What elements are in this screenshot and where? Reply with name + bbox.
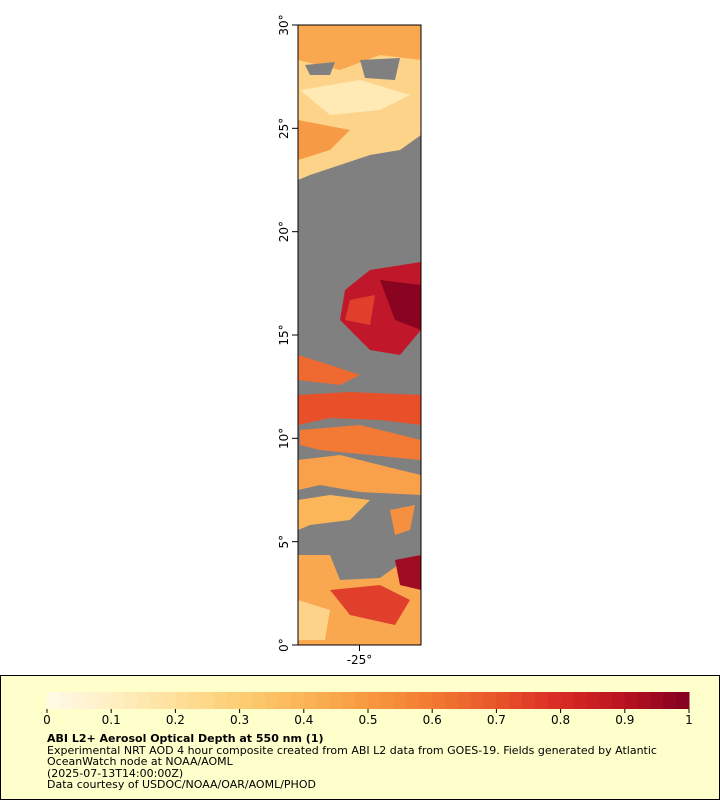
y-tick-label: 25° bbox=[277, 118, 291, 139]
colorbar-tick-label: 1 bbox=[685, 713, 693, 727]
colorbar-step bbox=[483, 692, 497, 709]
colorbar-step bbox=[72, 692, 87, 709]
colorbar-step bbox=[432, 692, 446, 709]
y-tick-label: 15° bbox=[277, 324, 291, 345]
colorbar-step bbox=[393, 692, 408, 709]
colorbar-step bbox=[316, 692, 330, 709]
colorbar-step bbox=[175, 692, 189, 709]
colorbar-step bbox=[496, 692, 510, 709]
colorbar-step bbox=[201, 692, 215, 709]
colorbar-step bbox=[329, 692, 343, 709]
colorbar-step bbox=[522, 692, 536, 709]
colorbar-step bbox=[547, 692, 562, 709]
y-tick-label: 30° bbox=[277, 14, 291, 35]
colorbar-step bbox=[637, 692, 651, 709]
colorbar-step bbox=[98, 692, 112, 709]
colorbar-step bbox=[47, 692, 61, 709]
colorbar-step bbox=[124, 692, 138, 709]
colorbar-step bbox=[368, 692, 382, 709]
colorbar-step bbox=[380, 692, 395, 709]
colorbar-step bbox=[650, 692, 664, 709]
colorbar-step bbox=[676, 692, 690, 709]
colorbar-step bbox=[509, 692, 523, 709]
colorbar-tick-label: 0.1 bbox=[102, 713, 121, 727]
colorbar-step bbox=[342, 692, 356, 709]
colorbar-step bbox=[586, 692, 600, 709]
colorbar-step bbox=[252, 692, 266, 709]
colorbar-step bbox=[278, 692, 292, 709]
colorbar-step bbox=[445, 692, 459, 709]
colorbar-step bbox=[406, 692, 420, 709]
colorbar-step bbox=[226, 692, 241, 709]
colorbar-step bbox=[162, 692, 176, 709]
colorbar-step bbox=[624, 692, 639, 709]
y-tick-label: 20° bbox=[277, 221, 291, 242]
colorbar-step bbox=[149, 692, 164, 709]
colorbar-tick-label: 0.4 bbox=[294, 713, 313, 727]
y-tick-label: 5° bbox=[277, 535, 291, 549]
colorbar-step bbox=[136, 692, 151, 709]
colorbar-step bbox=[188, 692, 202, 709]
colorbar-step bbox=[213, 692, 228, 709]
colorbar-step bbox=[470, 692, 485, 709]
colorbar-step bbox=[355, 692, 369, 709]
colorbar-tick-label: 0.8 bbox=[551, 713, 570, 727]
caption-line: OceanWatch node at NOAA/AOML bbox=[47, 755, 234, 768]
colorbar-step bbox=[85, 692, 99, 709]
colorbar-tick-label: 0.7 bbox=[487, 713, 506, 727]
colorbar-step bbox=[419, 692, 433, 709]
colorbar-step bbox=[457, 692, 472, 709]
map-field bbox=[298, 25, 421, 645]
colorbar-step bbox=[239, 692, 253, 709]
x-tick-label: -25° bbox=[347, 653, 373, 667]
colorbar-tick-label: 0 bbox=[43, 713, 51, 727]
colorbar-tick-label: 0.9 bbox=[615, 713, 634, 727]
caption-line: Data courtesy of USDOC/NOAA/OAR/AOML/PHO… bbox=[47, 778, 316, 791]
y-tick-label: 0° bbox=[277, 638, 291, 652]
legend-title: ABI L2+ Aerosol Optical Depth at 550 nm … bbox=[47, 732, 324, 745]
caption-line: Experimental NRT AOD 4 hour composite cr… bbox=[47, 744, 657, 757]
colorbar-tick-label: 0.3 bbox=[230, 713, 249, 727]
colorbar-step bbox=[59, 692, 74, 709]
colorbar-step bbox=[290, 692, 305, 709]
y-tick-label: 10° bbox=[277, 428, 291, 449]
colorbar-step bbox=[534, 692, 549, 709]
colorbar-step bbox=[560, 692, 574, 709]
colorbar-tick-label: 0.2 bbox=[166, 713, 185, 727]
colorbar-step bbox=[573, 692, 587, 709]
colorbar-tick-label: 0.5 bbox=[358, 713, 377, 727]
caption-line: (2025-07-13T14:00:00Z) bbox=[47, 767, 183, 780]
colorbar-step bbox=[303, 692, 318, 709]
colorbar-step bbox=[111, 692, 125, 709]
colorbar-step bbox=[599, 692, 613, 709]
colorbar-step bbox=[663, 692, 677, 709]
colorbar-step bbox=[265, 692, 279, 709]
colorbar-tick-label: 0.6 bbox=[423, 713, 442, 727]
colorbar-step bbox=[611, 692, 626, 709]
